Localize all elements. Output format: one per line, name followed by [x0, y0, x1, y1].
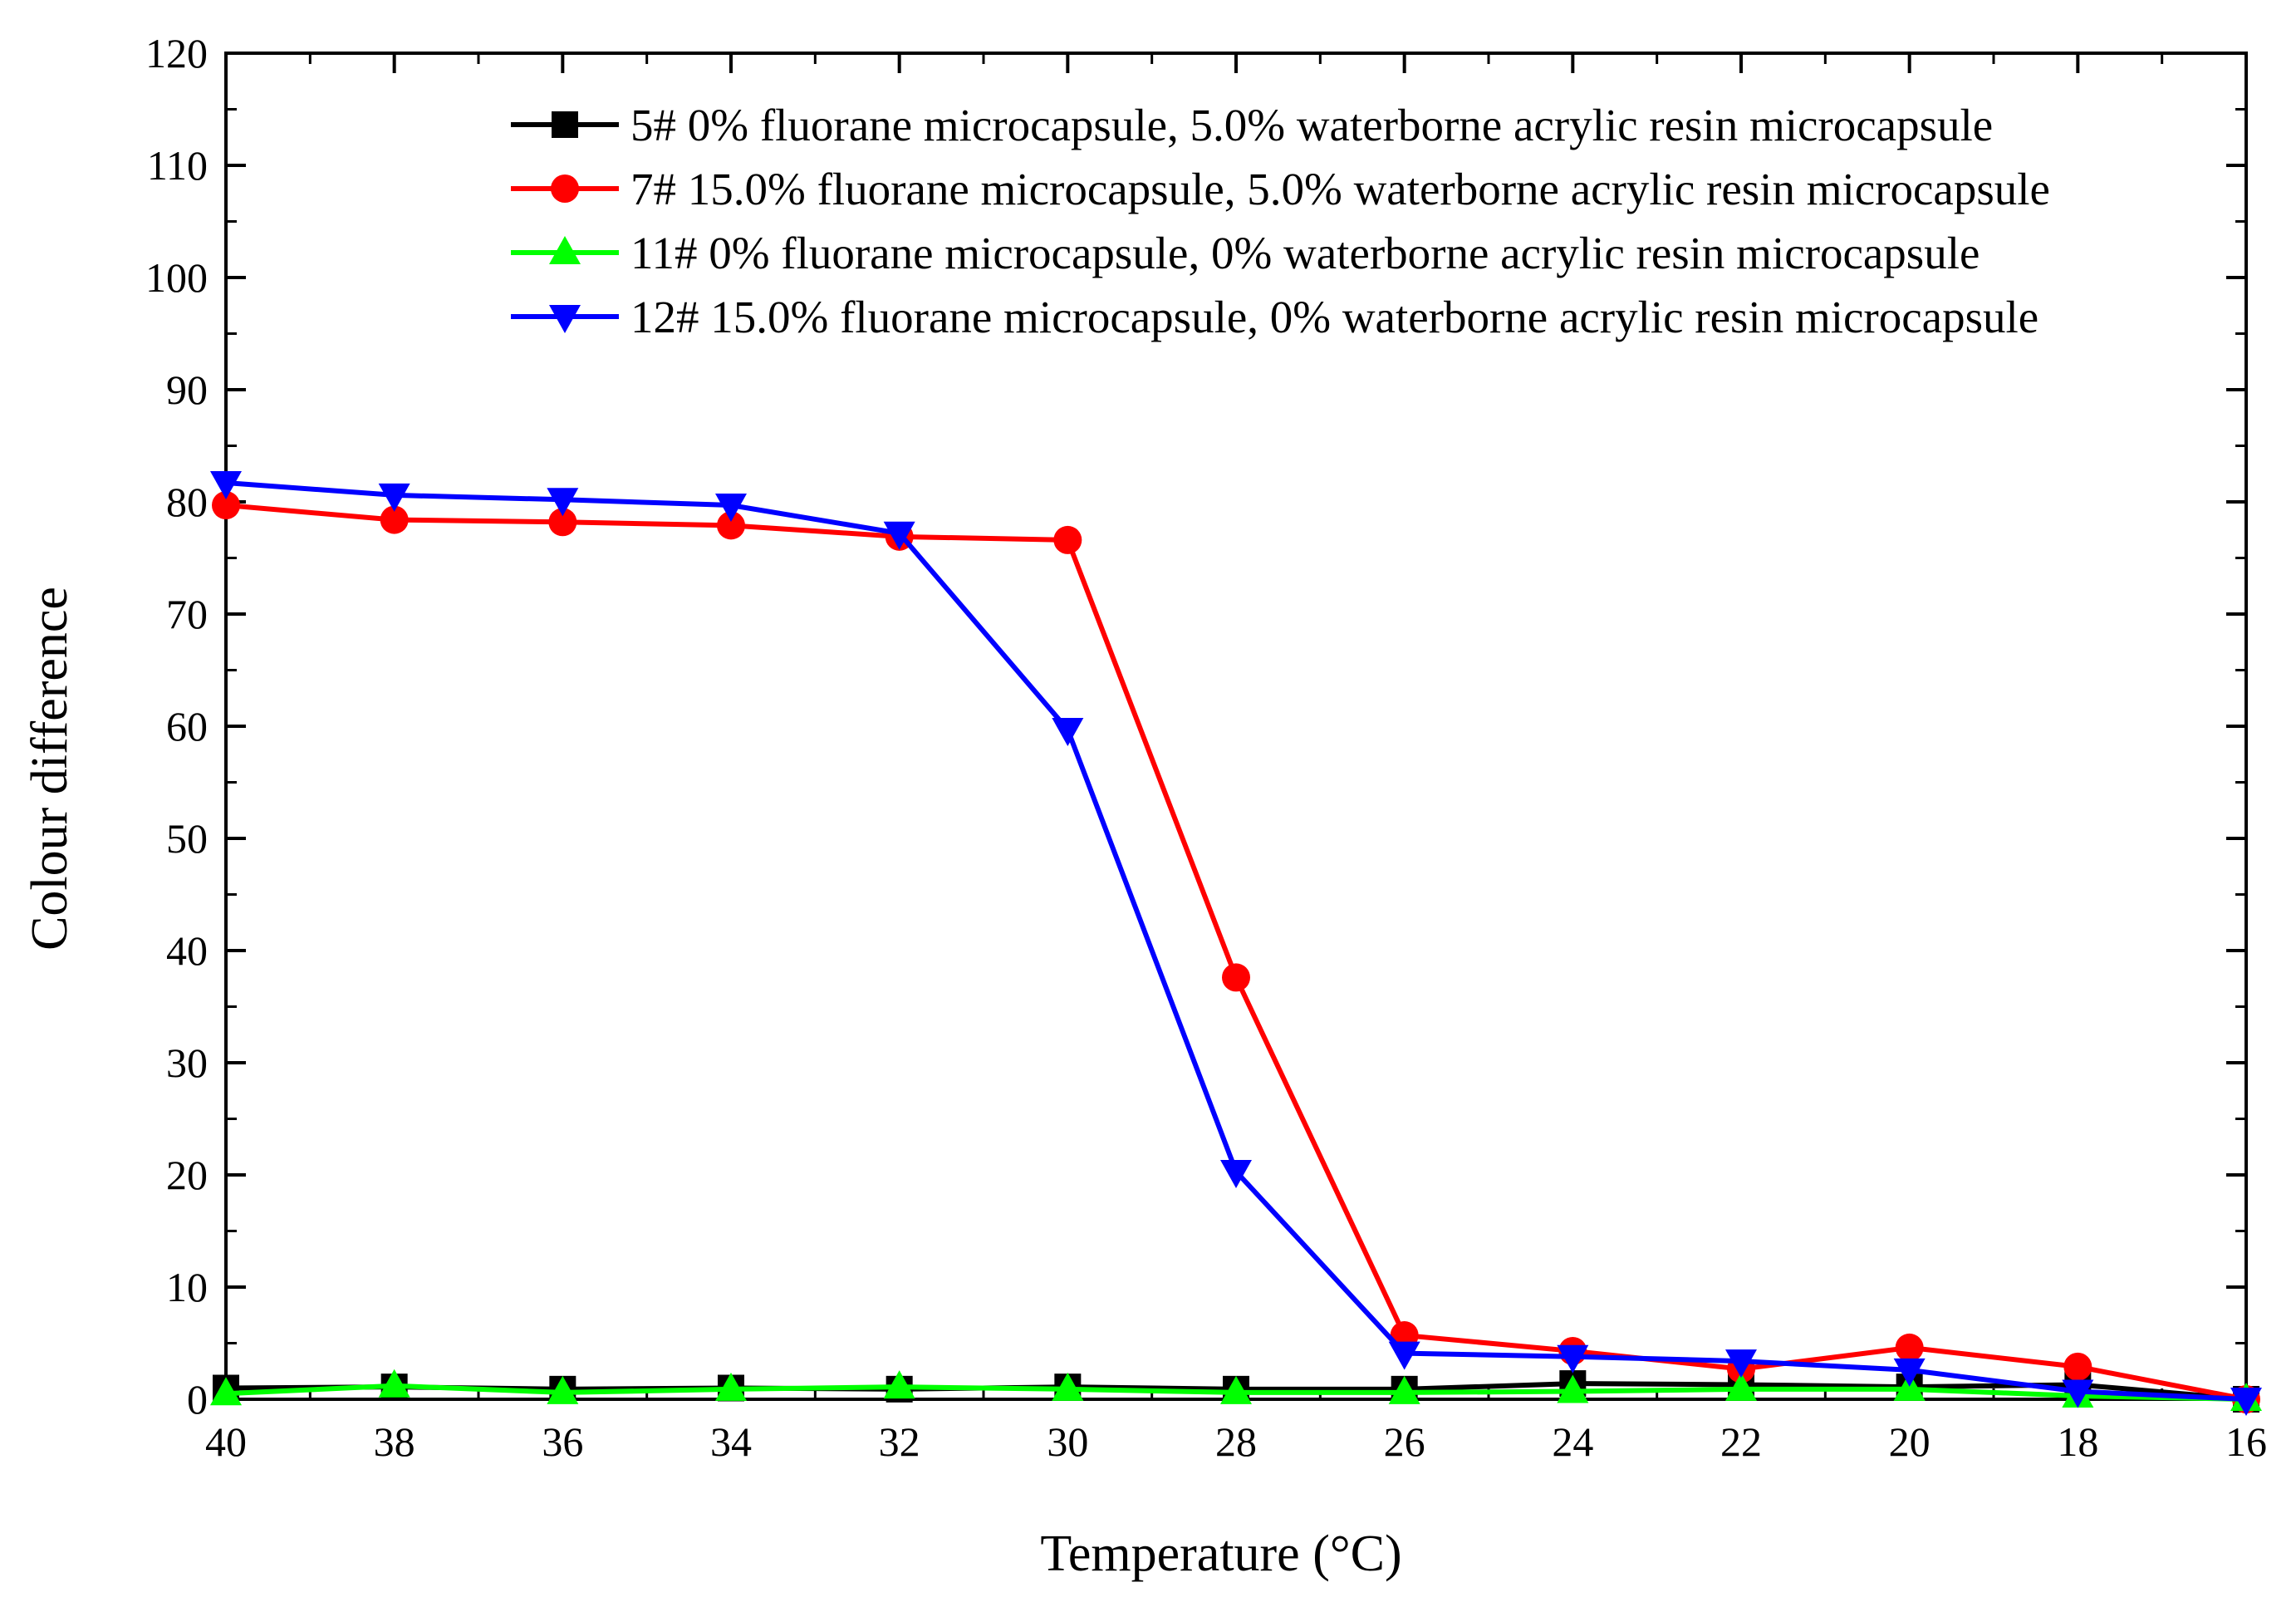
y-tick-label: 110	[147, 142, 208, 189]
x-tick-label: 26	[1384, 1418, 1425, 1465]
y-tick-label: 10	[166, 1264, 208, 1310]
data-point	[715, 494, 747, 523]
data-point	[1725, 1372, 1757, 1401]
data-point	[1893, 1358, 1926, 1387]
data-point	[717, 511, 745, 540]
data-point	[883, 1370, 915, 1399]
data-point	[1388, 1375, 1420, 1404]
data-point	[1053, 525, 1082, 554]
data-point	[2230, 1388, 2262, 1416]
data-point	[380, 505, 409, 534]
data-point	[883, 521, 915, 550]
x-tick-label: 32	[879, 1418, 920, 1465]
x-tick-label: 18	[2057, 1418, 2098, 1465]
y-tick-label: 0	[187, 1376, 208, 1423]
legend-marker	[549, 305, 581, 333]
data-point	[210, 1377, 242, 1406]
legend: 5# 0% fluorane microcapsule, 5.0% waterb…	[511, 100, 2050, 342]
x-tick-label: 28	[1215, 1418, 1257, 1465]
series-line	[225, 503, 2247, 1402]
data-point	[210, 471, 242, 500]
y-tick-label: 90	[166, 366, 208, 413]
x-tick-label: 20	[1889, 1418, 1931, 1465]
legend-marker	[551, 174, 579, 203]
series-layer	[210, 471, 2262, 1416]
data-point	[212, 491, 240, 520]
data-point	[2062, 1379, 2094, 1408]
data-point	[1052, 1372, 1084, 1401]
y-tick-label: 70	[166, 591, 208, 637]
data-point	[1557, 1374, 1589, 1403]
data-point	[1895, 1333, 1924, 1362]
data-point	[548, 508, 577, 537]
y-tick-label: 20	[166, 1152, 208, 1198]
series-3	[210, 471, 2262, 1416]
legend-item: 12# 15.0% fluorane microcapsule, 0% wate…	[511, 292, 2038, 342]
legend-item: 11# 0% fluorane microcapsule, 0% waterbo…	[511, 228, 1980, 278]
data-point	[1220, 1375, 1252, 1404]
data-point	[378, 1369, 410, 1398]
data-point	[547, 1375, 579, 1404]
x-tick-label: 16	[2225, 1418, 2267, 1465]
legend-label: 12# 15.0% fluorane microcapsule, 0% wate…	[630, 292, 2038, 342]
data-point	[378, 483, 410, 512]
y-tick-label: 30	[166, 1039, 208, 1086]
legend-marker	[552, 111, 578, 138]
legend-item: 7# 15.0% fluorane microcapsule, 5.0% wat…	[511, 164, 2050, 214]
x-tick-label: 22	[1720, 1418, 1762, 1465]
series-line	[225, 480, 2247, 1402]
x-tick-label: 40	[205, 1418, 247, 1465]
y-tick-label: 40	[166, 927, 208, 974]
y-tick-label: 60	[166, 703, 208, 749]
data-point	[1725, 1349, 1757, 1378]
x-tick-label: 36	[542, 1418, 583, 1465]
x-tick-label: 38	[374, 1418, 415, 1465]
y-axis-title: Colour difference	[22, 587, 78, 951]
data-point	[2063, 1352, 2092, 1381]
y-tick-label: 80	[166, 479, 208, 525]
y-tick-label: 120	[145, 30, 208, 76]
data-point	[1557, 1344, 1589, 1373]
data-point	[547, 488, 579, 517]
x-tick-label: 24	[1552, 1418, 1593, 1465]
x-tick-label: 34	[710, 1418, 752, 1465]
legend-label: 7# 15.0% fluorane microcapsule, 5.0% wat…	[630, 164, 2050, 214]
y-tick-label: 100	[145, 254, 208, 301]
x-tick-label: 30	[1047, 1418, 1088, 1465]
y-tick-label: 50	[166, 815, 208, 862]
legend-marker	[549, 236, 581, 264]
data-point	[1220, 1159, 1252, 1188]
legend-label: 11# 0% fluorane microcapsule, 0% waterbo…	[630, 228, 1980, 278]
data-point	[1052, 718, 1084, 747]
series-1	[212, 491, 2260, 1413]
data-point	[715, 1372, 747, 1401]
legend-label: 5# 0% fluorane microcapsule, 5.0% waterb…	[630, 100, 1993, 150]
legend-item: 5# 0% fluorane microcapsule, 5.0% waterb…	[511, 100, 1993, 150]
data-point	[1388, 1341, 1420, 1370]
x-axis-title: Temperature (°C)	[1040, 1526, 1401, 1582]
tick-labels: 40 38 36 34 32 30 28 26 24 22 20 18 16 0 10 20 30 40 50 60 7…	[145, 30, 2267, 1465]
data-point	[1222, 963, 1250, 992]
